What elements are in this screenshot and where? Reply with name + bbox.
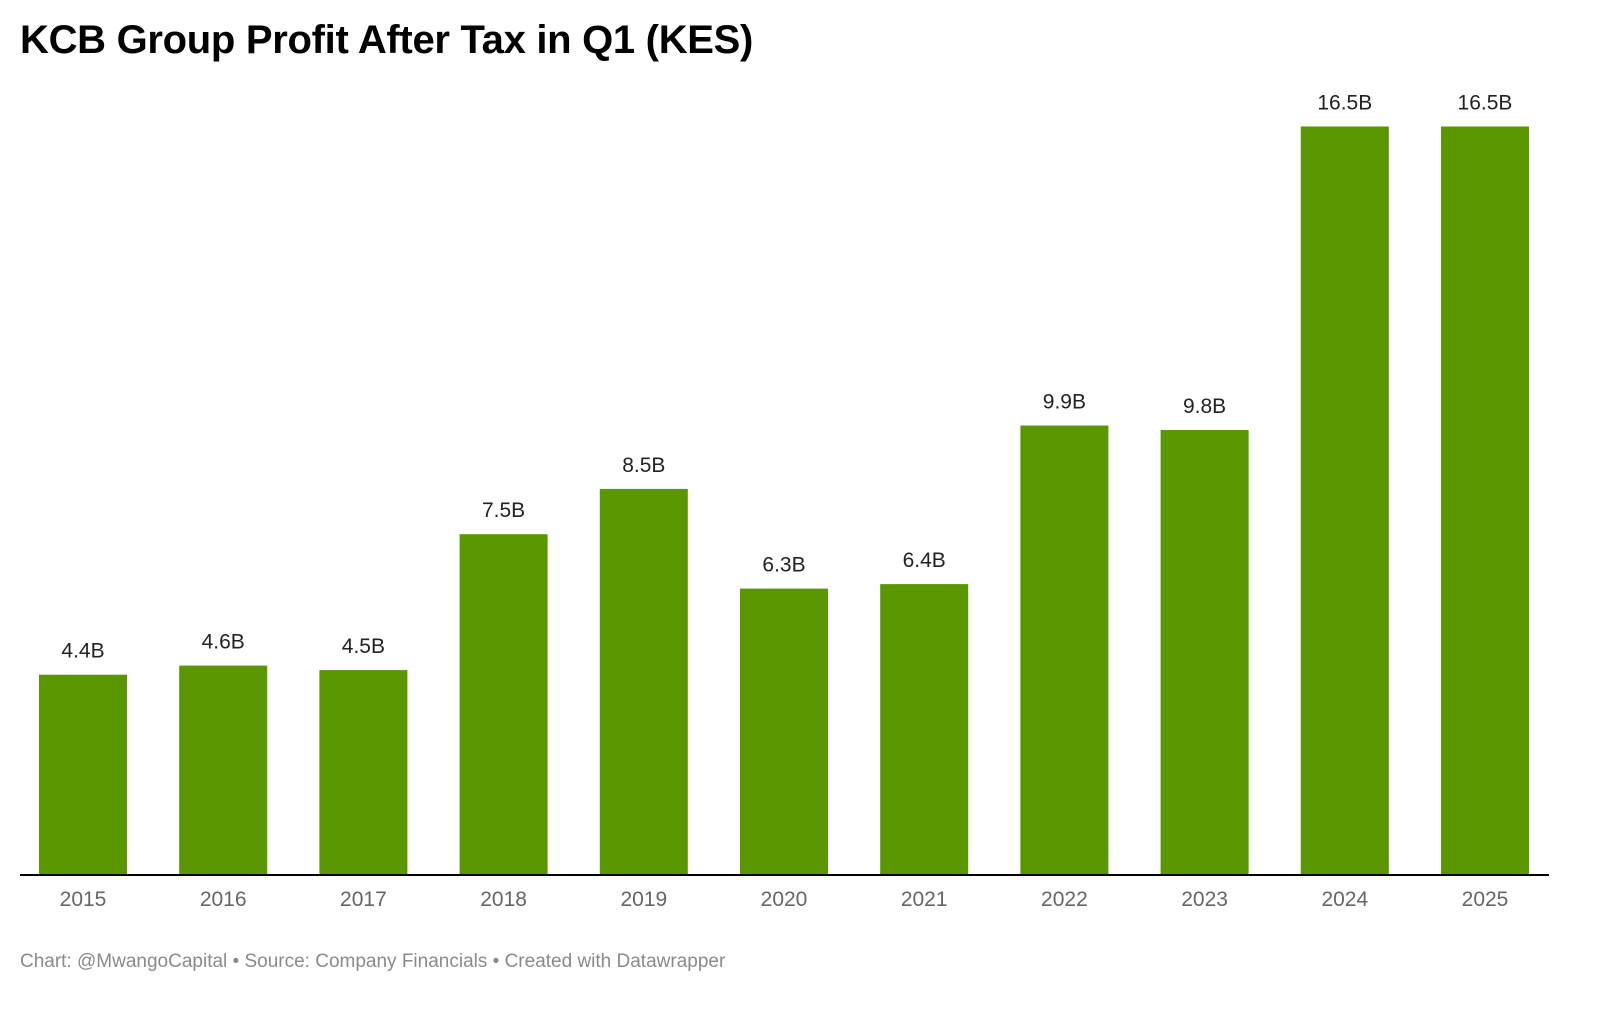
x-tick-label-2018: 2018 [480,888,527,911]
data-label-2025: 16.5B [1458,92,1513,115]
x-tick-label-2019: 2019 [620,888,667,911]
data-label-2018: 7.5B [482,499,525,522]
x-tick-label-2016: 2016 [200,888,247,911]
data-label-2015: 4.4B [61,640,104,663]
bar-2018 [459,534,548,874]
bar-chart: 4.4B 4.6B 4.5B 7.5B 8.5B 6.3B 6.4B 9.9B 9.8B 16.5… [20,92,1549,911]
tick-labels-group: 2015 2016 2017 2018 2019 2020 2021 2022 2023 2024… [60,888,1509,911]
bar-2016 [179,665,268,874]
value-labels-group: 4.4B 4.6B 4.5B 7.5B 8.5B 6.3B 6.4B 9.9B 9.8B 16.5… [61,92,1512,663]
x-tick-label-2024: 2024 [1321,888,1368,911]
bar-2017 [319,670,408,874]
bar-2021 [880,584,969,874]
data-label-2017: 4.5B [342,635,385,658]
bar-2020 [740,588,828,874]
x-tick-label-2022: 2022 [1041,888,1088,911]
bar-2015 [39,674,127,874]
x-tick-label-2025: 2025 [1462,888,1509,911]
data-label-2021: 6.4B [903,549,946,572]
chart-footer: Chart: @MwangoCapital • Source: Company … [20,951,726,972]
data-label-2022: 9.9B [1043,391,1086,414]
chart-title: KCB Group Profit After Tax in Q1 (KES) [20,18,754,62]
x-tick-label-2015: 2015 [60,888,107,911]
bar-2025 [1441,126,1529,874]
data-label-2016: 4.6B [202,631,245,654]
bar-2019 [599,488,688,874]
data-label-2019: 8.5B [622,454,665,477]
x-tick-label-2021: 2021 [901,888,948,911]
bar-2022 [1020,425,1109,874]
data-label-2024: 16.5B [1317,92,1372,115]
bar-2023 [1160,430,1249,874]
x-tick-label-2023: 2023 [1181,888,1228,911]
x-tick-label-2020: 2020 [761,888,808,911]
bar-2024 [1300,126,1389,874]
data-label-2023: 9.8B [1183,395,1226,418]
bars-group [39,126,1529,874]
data-label-2020: 6.3B [762,554,805,577]
x-tick-label-2017: 2017 [340,888,387,911]
